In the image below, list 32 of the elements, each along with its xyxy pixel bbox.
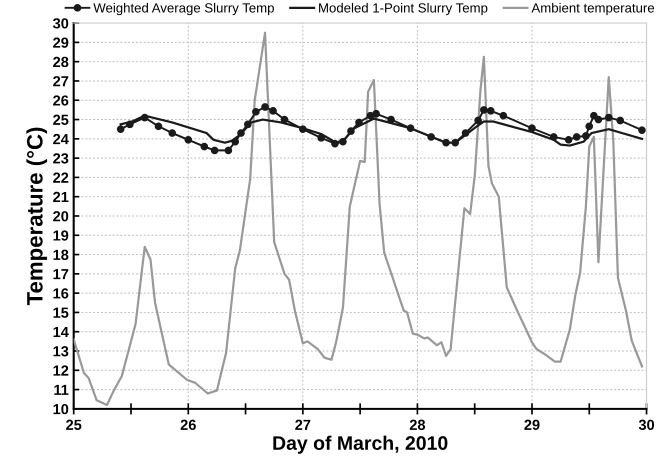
y-tick-label: 13	[54, 346, 68, 356]
y-tick-label: 26	[53, 95, 68, 106]
x-tick-label: 25	[66, 420, 82, 430]
x-axis-title: Day of March, 2010	[273, 436, 448, 454]
x-tick-label: 30	[638, 420, 654, 430]
y-tick-label: 12	[54, 365, 68, 376]
y-tick-label: 21	[53, 192, 68, 202]
y-tick-label: 22	[53, 172, 68, 183]
y-tick-label: 27	[53, 76, 68, 86]
y-tick-label: 24	[53, 134, 69, 144]
legend-label: Ambient temperature	[531, 2, 654, 16]
y-tick-label: 10	[54, 404, 68, 414]
y-tick-label: 11	[54, 384, 68, 395]
y-tick-label: 25	[53, 114, 68, 125]
x-tick-label: 27	[295, 420, 310, 430]
y-tick-label: 17	[54, 269, 68, 280]
y-tick-label: 23	[53, 153, 68, 164]
y-tick-label: 30	[52, 18, 68, 29]
y-tick-label: 18	[54, 250, 68, 260]
x-tick-label: 28	[410, 420, 426, 430]
y-tick-label: 14	[54, 326, 69, 337]
y-tick-label: 16	[54, 288, 68, 299]
legend-label: Modeled 1-Point Slurry Temp	[319, 2, 488, 16]
y-tick-label: 29	[53, 37, 68, 48]
y-tick-label: 28	[53, 56, 68, 68]
y-axis-title: Temperature (°C)	[26, 128, 48, 306]
y-tick-label: 15	[54, 308, 68, 318]
y-tick-label: 20	[53, 211, 68, 222]
y-tick-label: 19	[54, 230, 68, 241]
legend-label: Weighted Average Slurry Temp	[93, 2, 274, 16]
x-tick-label: 26	[180, 420, 196, 430]
x-tick-label: 29	[524, 420, 540, 430]
